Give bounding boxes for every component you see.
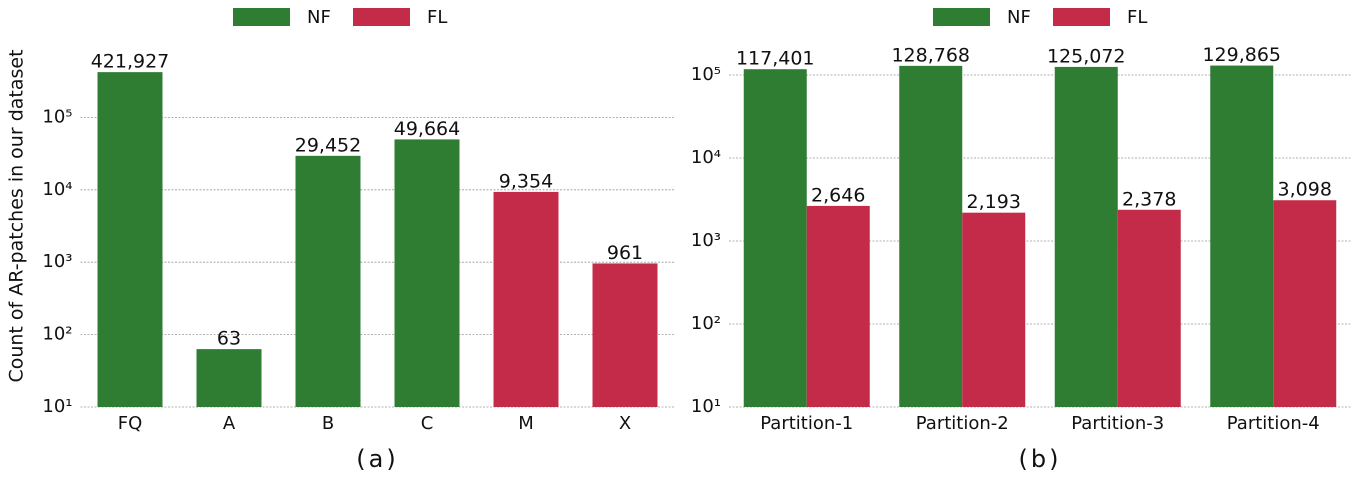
caption: (a)	[356, 445, 398, 473]
bar	[295, 155, 361, 407]
bar	[97, 72, 163, 408]
x-tick-label: X	[619, 413, 631, 434]
bar	[806, 205, 870, 407]
x-tick-label: Partition-3	[1071, 413, 1164, 434]
caption: (b)	[1019, 445, 1062, 473]
bar	[1117, 209, 1181, 407]
bar	[1054, 66, 1118, 408]
bar	[592, 263, 658, 407]
legend-swatch	[1053, 8, 1110, 26]
y-tick-label: 10³	[691, 230, 721, 251]
y-tick-label: 10⁵	[691, 64, 721, 85]
x-tick-label: A	[223, 413, 236, 434]
value-label: 2,193	[967, 191, 1021, 213]
y-tick-label: 10²	[691, 313, 721, 334]
value-label: 9,354	[499, 170, 553, 192]
x-tick-label: Partition-2	[916, 413, 1009, 434]
x-tick-label: Partition-4	[1227, 413, 1320, 434]
value-label: 49,664	[394, 118, 460, 140]
y-tick-label: 10¹	[42, 396, 72, 417]
legend-swatch	[233, 8, 290, 26]
bar	[1273, 200, 1337, 407]
value-label: 421,927	[91, 51, 170, 73]
value-label: 961	[607, 242, 643, 264]
x-tick-label: C	[421, 413, 434, 434]
legend-swatch	[933, 8, 990, 26]
x-tick-label: FQ	[118, 413, 143, 434]
x-tick-label: Partition-1	[760, 413, 853, 434]
bar	[493, 191, 559, 407]
value-label: 129,865	[1202, 44, 1281, 66]
y-tick-label: 10⁴	[42, 179, 72, 200]
value-label: 128,768	[891, 44, 970, 66]
value-label: 125,072	[1047, 45, 1126, 67]
value-label: 3,098	[1278, 179, 1332, 201]
x-tick-label: B	[322, 413, 334, 434]
legend-label: NF	[1007, 7, 1031, 28]
y-tick-label: 10⁵	[42, 106, 72, 127]
y-tick-label: 10³	[42, 251, 72, 272]
bar	[394, 139, 460, 407]
y-tick-label: 10²	[42, 324, 72, 345]
bar	[962, 212, 1026, 407]
value-label: 29,452	[295, 134, 361, 156]
bar	[196, 349, 262, 407]
bar	[899, 65, 963, 408]
bar	[1210, 65, 1274, 407]
value-label: 2,378	[1122, 188, 1176, 210]
value-label: 63	[217, 328, 241, 350]
y-tick-label: 10⁴	[691, 147, 721, 168]
value-label: 117,401	[736, 48, 815, 70]
legend-swatch	[353, 8, 410, 26]
x-tick-label: M	[518, 413, 534, 434]
legend-label: FL	[1127, 7, 1147, 28]
legend-label: FL	[427, 7, 447, 28]
bar	[743, 69, 807, 407]
value-label: 2,646	[811, 184, 865, 206]
y-axis-label: Count of AR-patches in our dataset	[6, 49, 28, 382]
y-tick-label: 10¹	[691, 396, 721, 417]
legend-label: NF	[307, 7, 331, 28]
